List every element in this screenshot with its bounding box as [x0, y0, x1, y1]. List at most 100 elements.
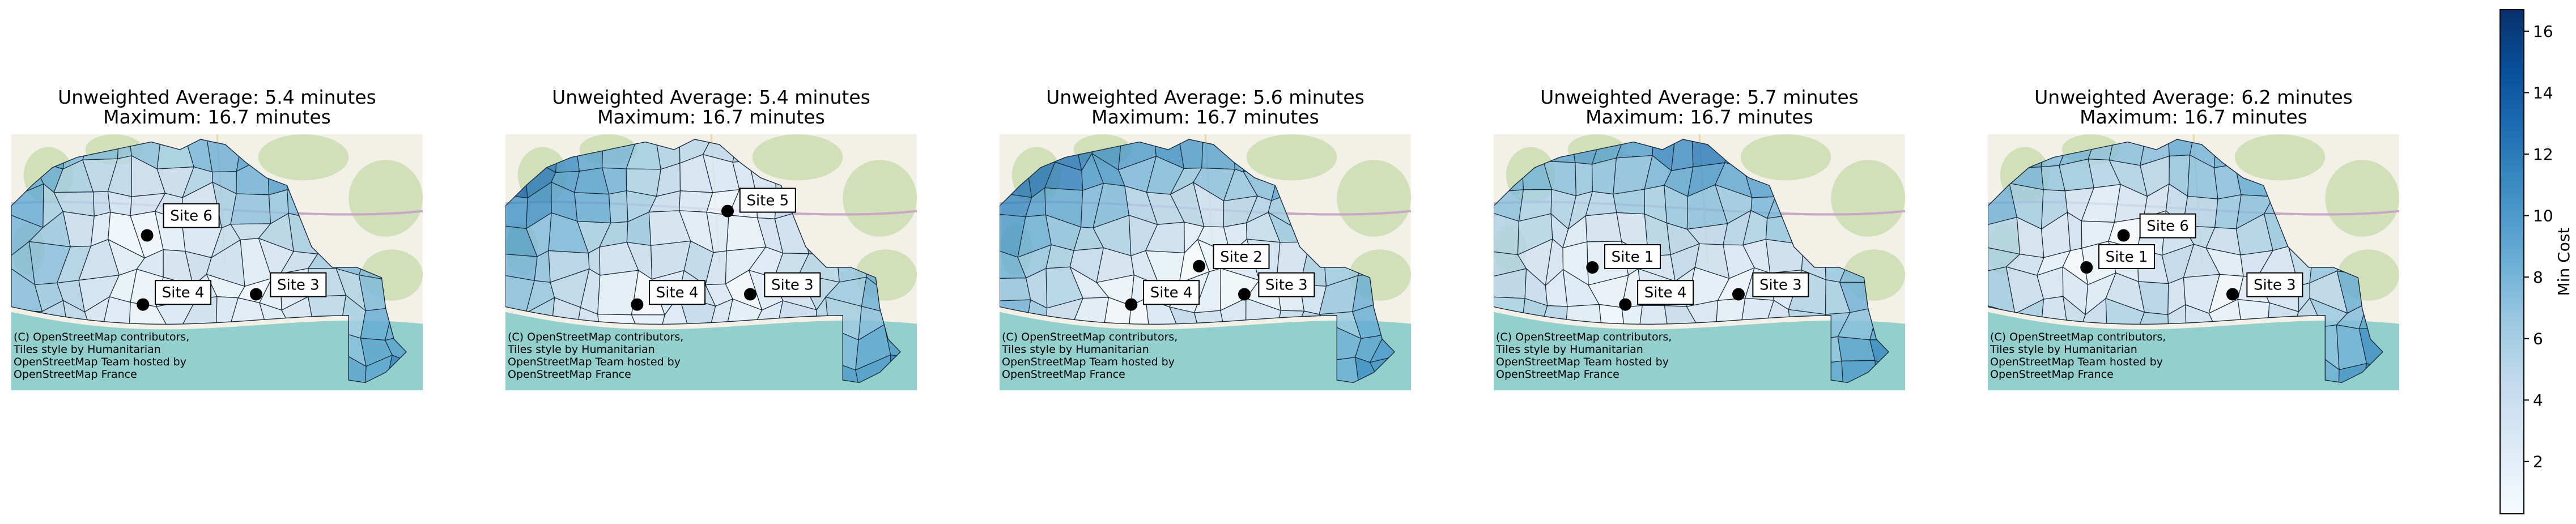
- park-area: [258, 134, 349, 181]
- panel-subtitle: Maximum: 16.7 minutes: [597, 106, 825, 128]
- basemap: [1988, 134, 2399, 390]
- site-marker: [1619, 298, 1632, 311]
- panel-subtitle: Maximum: 16.7 minutes: [1091, 106, 1319, 128]
- city-boundary: [1988, 139, 2383, 384]
- site-label: Site 1: [2106, 249, 2148, 266]
- site-label-box: [2098, 244, 2156, 269]
- site-label: Site 3: [771, 277, 814, 294]
- colorbar: 2 4 6 8 10 12 14 16 Min Cost: [2500, 9, 2573, 514]
- park-area: [2234, 134, 2326, 181]
- site-marker: [1125, 298, 1138, 311]
- panel-subtitle: Maximum: 16.7 minutes: [2080, 106, 2307, 128]
- site-marker: [2226, 288, 2239, 301]
- attribution-text: (C) OpenStreetMap contributors,: [14, 331, 189, 343]
- site-label-box: [2139, 213, 2196, 238]
- attribution-text: Tiles style by Humanitarian: [1990, 343, 2137, 356]
- park-area: [752, 134, 843, 181]
- sea-area: [1988, 312, 2399, 390]
- colorbar-tick-label: 4: [2533, 391, 2543, 410]
- ward-polygon: [1575, 162, 1593, 197]
- colorbar-tick-label: 6: [2533, 330, 2543, 348]
- ward-polygon: [1591, 157, 1617, 195]
- site-label: Site 2: [1220, 249, 1263, 266]
- basemap: [11, 134, 423, 390]
- site-label-box: [649, 280, 706, 305]
- attribution-text: OpenStreetMap Team hosted by: [14, 356, 186, 368]
- site-marker: [1732, 288, 1745, 301]
- basemap: [505, 134, 917, 390]
- sea-area: [11, 312, 423, 390]
- site-marker: [137, 298, 150, 311]
- attribution-text: OpenStreetMap Team hosted by: [508, 356, 681, 368]
- attribution-text: OpenStreetMap Team hosted by: [1002, 356, 1175, 368]
- panel-title: Unweighted Average: 5.7 minutes: [1540, 86, 1859, 108]
- site-marker: [1193, 259, 1206, 272]
- site-label-box: [1143, 280, 1200, 305]
- city-boundary: [505, 139, 901, 384]
- attribution-text: Tiles style by Humanitarian: [1001, 343, 1149, 356]
- city-boundary: [1494, 139, 1889, 384]
- map-panel-5: Unweighted Average: 6.2 minutesMaximum: …: [1988, 86, 2399, 390]
- site-label-box: [1604, 244, 1661, 269]
- site-marker: [1586, 261, 1599, 274]
- site-label-box: [764, 272, 821, 297]
- site-label-box: [739, 188, 796, 213]
- site-label-box: [155, 280, 212, 305]
- attribution-text: OpenStreetMap Team hosted by: [1496, 356, 1669, 368]
- map-panel-1: Unweighted Average: 5.4 minutesMaximum: …: [11, 86, 423, 390]
- park-area: [2325, 160, 2399, 237]
- map-panel-2: Unweighted Average: 5.4 minutesMaximum: …: [505, 86, 917, 390]
- site-label: Site 4: [656, 284, 699, 301]
- sea-area: [505, 312, 917, 390]
- attribution-text: OpenStreetMap France: [508, 368, 631, 381]
- attribution-text: OpenStreetMap France: [14, 368, 137, 381]
- park-area: [1740, 134, 1831, 181]
- site-label: Site 6: [2146, 218, 2189, 235]
- map-panel-4: Unweighted Average: 5.7 minutesMaximum: …: [1494, 86, 1905, 390]
- panel-title: Unweighted Average: 5.4 minutes: [552, 86, 870, 108]
- site-marker: [141, 229, 154, 242]
- site-marker: [721, 205, 734, 218]
- park-area: [843, 160, 917, 237]
- attribution-text: Tiles style by Humanitarian: [507, 343, 655, 356]
- sea-area: [1494, 312, 1905, 390]
- attribution-text: OpenStreetMap France: [1990, 368, 2114, 381]
- site-label: Site 1: [1612, 249, 1654, 266]
- park-area: [1337, 160, 1411, 237]
- site-marker: [1238, 288, 1251, 301]
- attribution-text: (C) OpenStreetMap contributors,: [1002, 331, 1178, 343]
- site-label-box: [1213, 244, 1270, 269]
- panel-subtitle: Maximum: 16.7 minutes: [103, 106, 331, 128]
- colorbar-tick-label: 16: [2533, 22, 2553, 41]
- site-label: Site 5: [746, 193, 789, 210]
- basemap: [1000, 134, 1411, 390]
- attribution-text: Tiles style by Humanitarian: [1495, 343, 1643, 356]
- site-label: Site 3: [1265, 277, 1308, 294]
- sea-area: [1000, 312, 1411, 390]
- colorbar-tick-label: 12: [2533, 145, 2553, 164]
- colorbar-tick-label: 8: [2533, 268, 2543, 287]
- attribution-text: Tiles style by Humanitarian: [13, 343, 161, 356]
- attribution-text: (C) OpenStreetMap contributors,: [1496, 331, 1672, 343]
- ward-polygon: [230, 193, 271, 225]
- site-label-box: [2246, 272, 2303, 297]
- attribution-text: (C) OpenStreetMap contributors,: [508, 331, 683, 343]
- colorbar-tick-label: 2: [2533, 453, 2543, 471]
- site-label: Site 4: [1150, 284, 1193, 301]
- site-marker: [631, 298, 644, 311]
- site-label: Site 3: [2254, 277, 2296, 294]
- panel-title: Unweighted Average: 5.6 minutes: [1046, 86, 1364, 108]
- site-label: Site 4: [1644, 284, 1687, 301]
- site-marker: [2117, 229, 2130, 242]
- colorbar-tick-label: 10: [2533, 207, 2553, 225]
- city-boundary: [1000, 139, 1395, 384]
- colorbar-label: Min Cost: [2554, 228, 2573, 296]
- panel-title: Unweighted Average: 6.2 minutes: [2034, 86, 2353, 108]
- site-label: Site 4: [162, 284, 205, 301]
- site-marker: [249, 288, 262, 301]
- site-label-box: [1637, 280, 1694, 305]
- ward-polygon: [608, 190, 628, 224]
- attribution-text: OpenStreetMap France: [1496, 368, 1619, 381]
- site-label-box: [270, 272, 327, 297]
